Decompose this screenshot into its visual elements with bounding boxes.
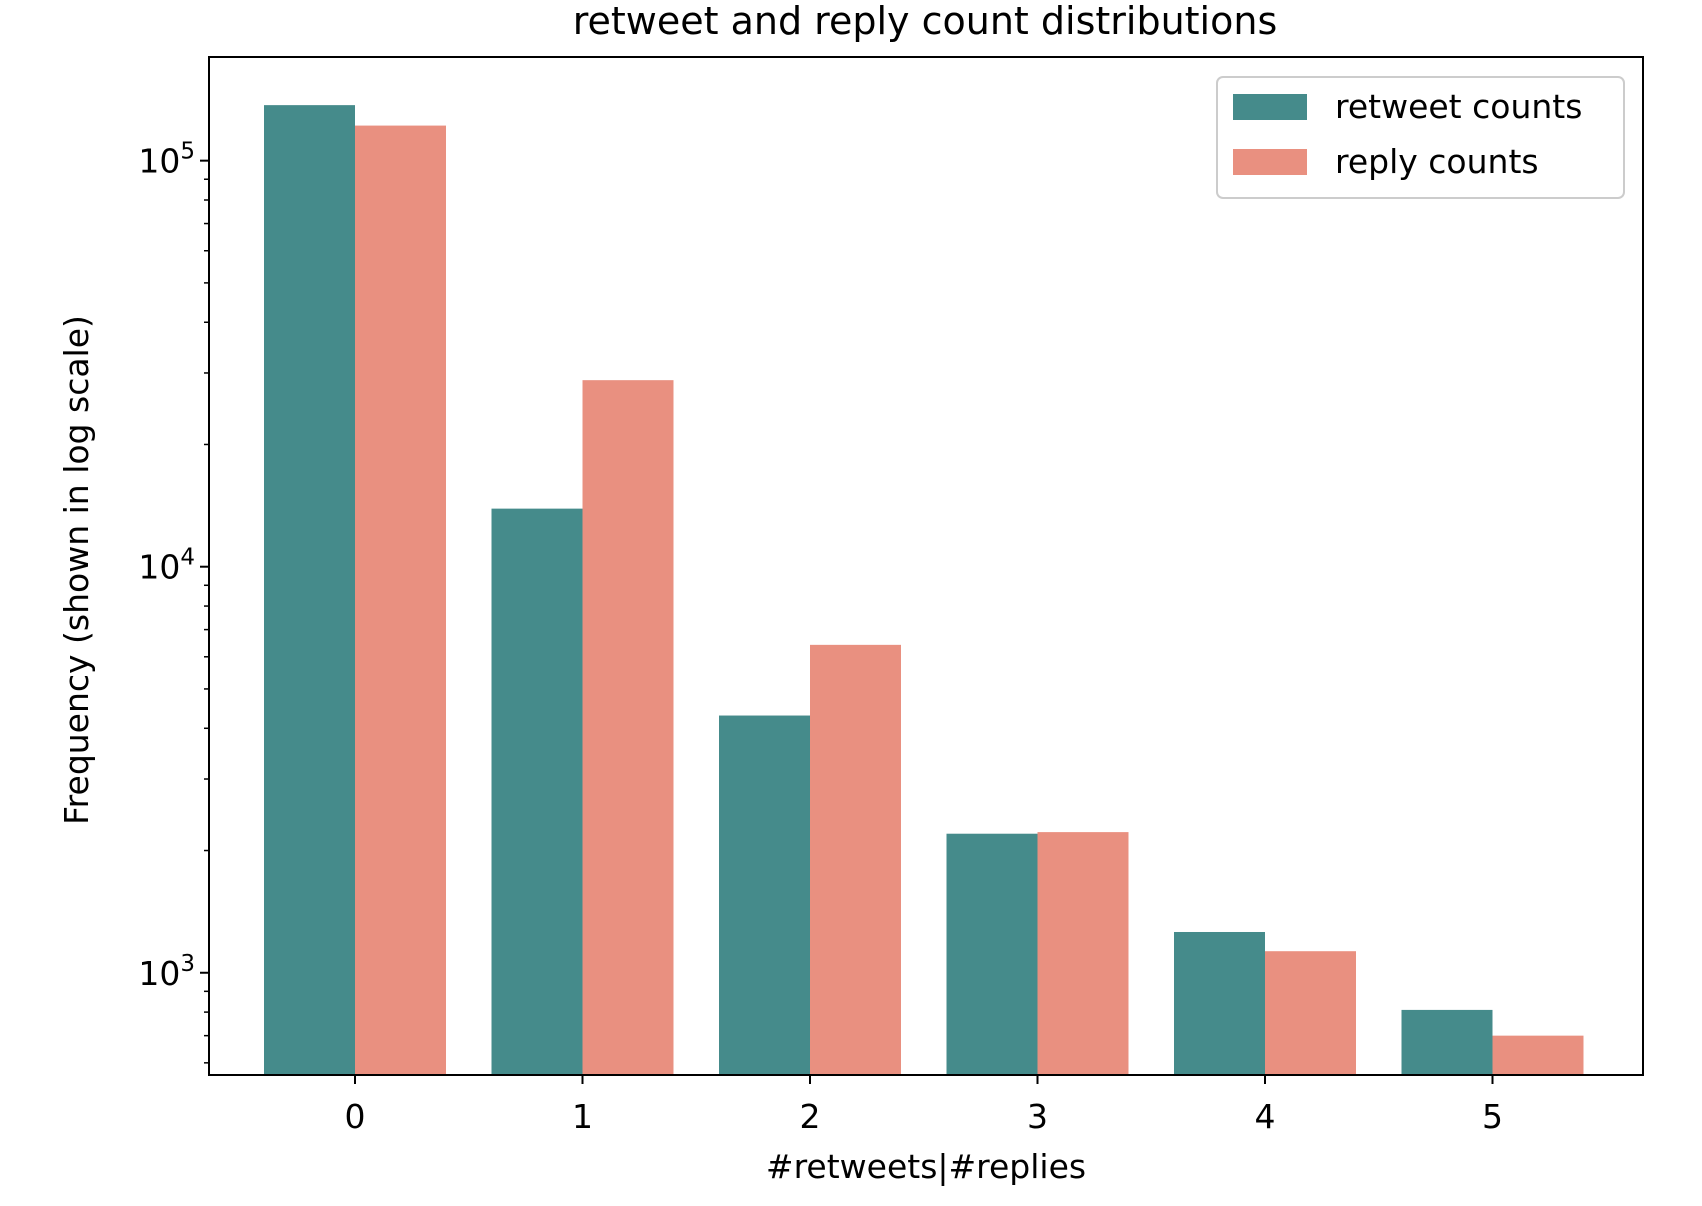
x-tick-label: 1: [572, 1097, 593, 1136]
x-tick-label: 2: [800, 1097, 821, 1136]
bar-reply-counts-4: [1265, 951, 1356, 1075]
x-tick-label: 5: [1482, 1097, 1503, 1136]
bar-reply-counts-3: [1037, 832, 1129, 1075]
legend: retweet counts reply counts: [1216, 76, 1625, 199]
bar-retweet-counts-0: [264, 105, 355, 1075]
bar-retweet-counts-4: [1174, 931, 1265, 1075]
x-tick-label: 3: [1027, 1097, 1048, 1136]
legend-label: retweet counts: [1335, 87, 1582, 126]
x-axis-label: #retweets|#replies: [766, 1147, 1086, 1186]
legend-label: reply counts: [1335, 142, 1539, 181]
x-tick-label: 4: [1255, 1097, 1276, 1136]
bar-retweet-counts-3: [946, 833, 1038, 1075]
y-axis-label: Frequency (shown in log scale): [57, 315, 96, 825]
bar-reply-counts-2: [810, 644, 901, 1075]
y-tick-label: 104: [138, 545, 195, 587]
chart-title: retweet and reply count distributions: [573, 0, 1278, 43]
x-axis-ticks: 0 1 2 3 4 5: [345, 1075, 1503, 1136]
bar-retweet-counts-1: [491, 508, 583, 1076]
bar-reply-counts-0: [355, 125, 446, 1075]
bars-group: [264, 105, 1584, 1076]
bar-reply-counts-1: [582, 380, 674, 1075]
x-tick-label: 0: [345, 1097, 366, 1136]
y-axis-ticks: 103 104 105: [138, 139, 209, 1064]
legend-swatch: [1233, 149, 1307, 175]
y-tick-label: 103: [138, 951, 195, 993]
bar-retweet-counts-5: [1401, 1009, 1493, 1075]
bar-retweet-counts-2: [719, 715, 810, 1075]
plot-frame: [208, 56, 1644, 1076]
y-tick-label: 105: [138, 139, 195, 181]
bar-reply-counts-5: [1492, 1035, 1584, 1075]
legend-swatch: [1233, 94, 1307, 120]
legend-box: [1216, 76, 1625, 199]
